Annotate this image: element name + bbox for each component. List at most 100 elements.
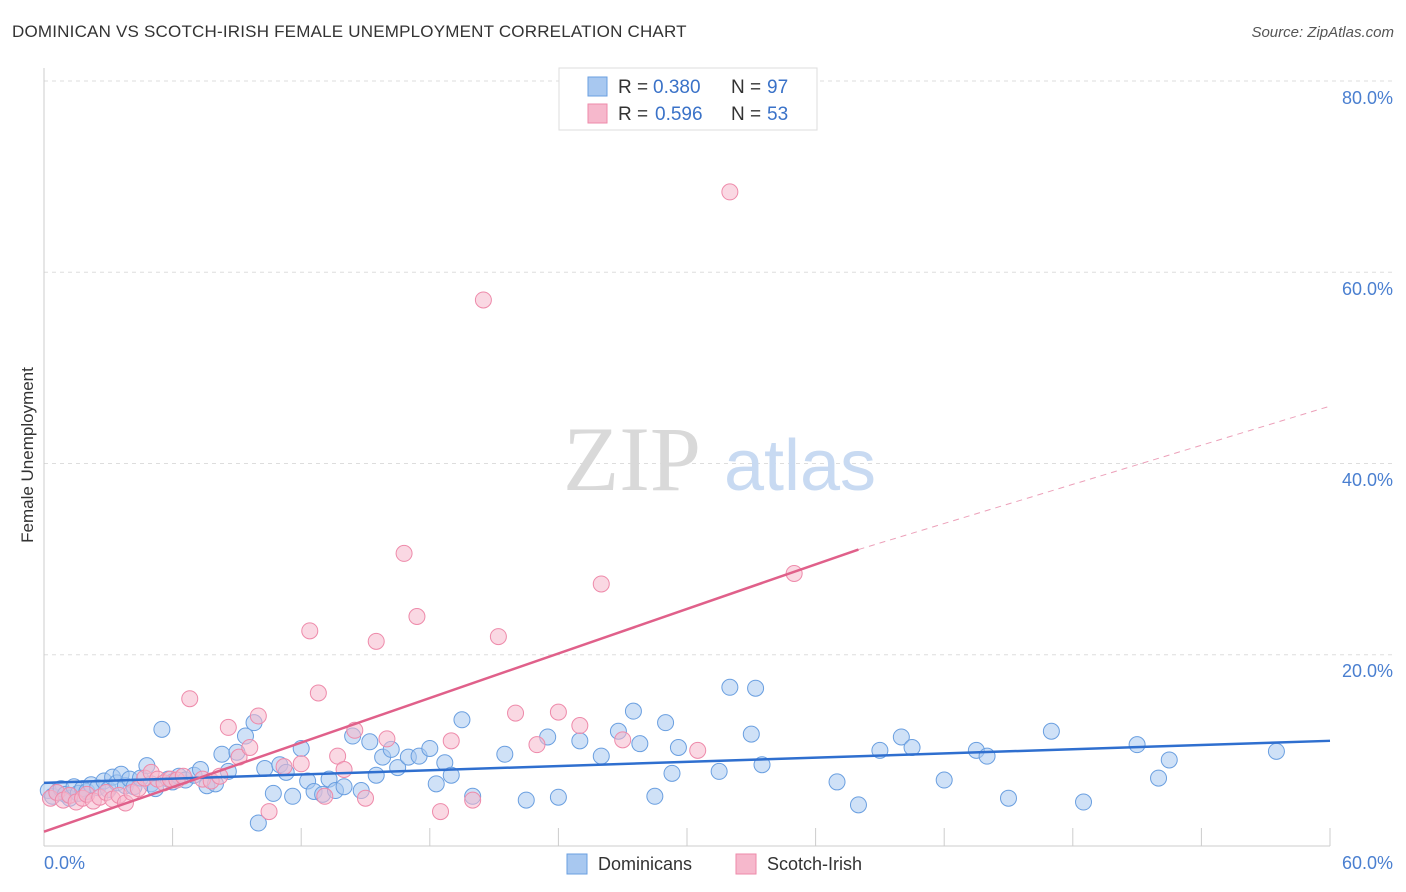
series-legend-swatch-scotch-irish (735, 853, 757, 875)
legend-r-value-dominicans: 0.380 (653, 77, 701, 98)
dominicans-point (1000, 789, 1017, 807)
legend-n-value-scotch-irish: 53 (767, 104, 788, 125)
dominicans-point (592, 747, 610, 765)
legend-r-label-scotch-irish: R = (618, 104, 648, 125)
dominicans-trend-line (43, 739, 1331, 785)
scotch-irish-point (292, 755, 310, 773)
scotch-irish-point (395, 544, 413, 562)
dominicans-point (284, 787, 302, 805)
scotch-irish-point (464, 791, 482, 809)
dominicans-point (1075, 793, 1093, 811)
dominicans-point (571, 732, 589, 750)
dominicans-point (657, 714, 675, 732)
dominicans-point (849, 796, 867, 814)
x-tick-label-max: 60.0% (1342, 853, 1393, 873)
dominicans-point (264, 784, 282, 802)
dominicans-point (427, 775, 445, 793)
dominicans-point (421, 739, 439, 757)
gridlines (44, 80, 1393, 656)
x-tick-label-min: 0.0% (44, 853, 85, 873)
chart-title: DOMINICAN VS SCOTCH-IRISH FEMALE UNEMPLO… (12, 22, 687, 41)
series-legend-label-dominicans: Dominicans (598, 854, 692, 874)
legend-swatch-scotch-irish (587, 103, 608, 124)
scotch-irish-point (474, 291, 492, 309)
series-legend-label-scotch-irish: Scotch-Irish (767, 854, 862, 874)
data-points (39, 183, 1285, 832)
scotch-irish-point (367, 632, 385, 650)
dominicans-point (935, 771, 953, 789)
legend-n-label-dominicans: N = (731, 77, 761, 98)
dominicans-point (517, 791, 535, 809)
series-legend: Dominicans Scotch-Irish (566, 853, 862, 875)
watermark-atlas: atlas (724, 426, 876, 506)
scotch-irish-point (316, 787, 334, 805)
scotch-irish-point (432, 803, 450, 821)
dominicans-point (1128, 736, 1146, 754)
dominicans-point (892, 728, 910, 746)
dominicans-point (361, 733, 379, 751)
dominicans-point (153, 720, 171, 738)
dominicans-point (646, 787, 664, 805)
scotch-irish-point (489, 628, 507, 646)
y-tick-label-80: 80.0% (1342, 88, 1393, 108)
watermark-zip: ZIP (563, 408, 701, 510)
x-axis-ticks (43, 828, 1331, 846)
scotch-irish-point (301, 622, 319, 640)
scotch-irish-point (357, 789, 374, 807)
y-tick-label-20: 20.0% (1342, 661, 1393, 681)
legend-n-value-dominicans: 97 (767, 77, 788, 98)
dominicans-point (663, 764, 681, 782)
scotch-irish-point (614, 731, 632, 749)
source-label: Source: ZipAtlas.com (1251, 24, 1394, 41)
scotch-irish-point (528, 736, 546, 754)
scotch-irish-point (219, 718, 237, 736)
scotch-irish-point (309, 684, 327, 702)
scotch-irish-point (241, 739, 259, 757)
scotch-irish-point (335, 761, 353, 778)
scotch-irish-point (721, 183, 739, 201)
series-legend-swatch-dominicans (566, 853, 588, 875)
legend-r-value-scotch-irish: 0.596 (655, 104, 703, 125)
dominicans-point (624, 702, 642, 720)
dominicans-point (367, 766, 385, 784)
correlation-legend: R = 0.380 N = 97 R = 0.596 N = 53 (558, 67, 818, 131)
legend-r-label-dominicans: R = (618, 77, 648, 98)
scotch-irish-point (275, 758, 293, 776)
dominicans-point (549, 788, 567, 806)
y-tick-label-60: 60.0% (1342, 279, 1393, 299)
dominicans-point (256, 760, 274, 778)
scotch-irish-point (260, 803, 278, 821)
dominicans-point (335, 778, 353, 796)
y-tick-label-40: 40.0% (1342, 470, 1393, 490)
dominicans-point (1042, 722, 1060, 740)
scotch-irish-point (249, 707, 267, 725)
dominicans-point (747, 679, 765, 697)
dominicans-point (978, 747, 996, 765)
dominicans-point (496, 745, 514, 763)
legend-n-label-scotch-irish: N = (731, 104, 761, 125)
scotch-irish-point (592, 575, 610, 593)
dominicans-point (1267, 742, 1285, 760)
scotch-irish-point (549, 703, 567, 721)
scotch-irish-point (181, 690, 199, 708)
scotch-irish-point (442, 732, 460, 750)
scotch-irish-trend-line (43, 548, 859, 833)
dominicans-point (742, 725, 760, 743)
scotch-irish-point (378, 730, 396, 748)
dominicans-point (828, 773, 846, 791)
dominicans-point (631, 735, 649, 753)
dominicans-point (1150, 769, 1168, 787)
dominicans-point (249, 814, 267, 832)
legend-swatch-dominicans (587, 76, 608, 97)
dominicans-point (710, 762, 728, 780)
scotch-irish-point (507, 704, 525, 722)
dominicans-point (669, 739, 687, 757)
dominicans-point (213, 745, 231, 763)
dominicans-point (721, 678, 739, 696)
scotch-irish-trend-extension (858, 405, 1331, 551)
dominicans-point (442, 766, 460, 784)
scotch-irish-point (689, 741, 707, 759)
dominicans-point (1160, 751, 1178, 769)
scotch-irish-point (571, 717, 589, 735)
